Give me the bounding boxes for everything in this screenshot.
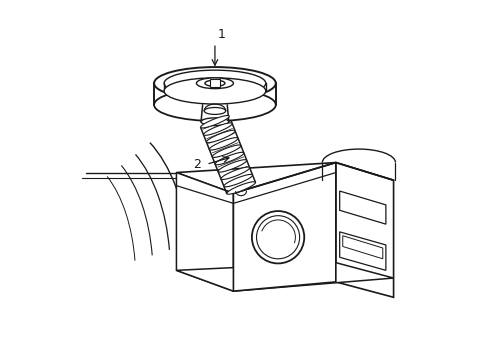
Ellipse shape xyxy=(205,80,225,86)
FancyBboxPatch shape xyxy=(210,80,220,87)
Polygon shape xyxy=(176,263,393,291)
Polygon shape xyxy=(233,163,336,291)
Polygon shape xyxy=(336,163,393,297)
Polygon shape xyxy=(343,236,383,259)
Ellipse shape xyxy=(154,89,276,121)
Polygon shape xyxy=(176,172,233,291)
Polygon shape xyxy=(340,232,386,270)
Ellipse shape xyxy=(164,70,266,96)
Text: 2: 2 xyxy=(193,158,201,171)
Text: 1: 1 xyxy=(218,28,226,41)
Ellipse shape xyxy=(252,211,304,264)
Ellipse shape xyxy=(203,123,232,135)
Ellipse shape xyxy=(227,182,255,194)
Polygon shape xyxy=(340,191,386,224)
Ellipse shape xyxy=(206,130,235,143)
Ellipse shape xyxy=(204,108,226,114)
Ellipse shape xyxy=(196,78,233,89)
Ellipse shape xyxy=(224,174,252,187)
Ellipse shape xyxy=(215,152,244,165)
Ellipse shape xyxy=(212,145,241,157)
Ellipse shape xyxy=(201,118,229,126)
Ellipse shape xyxy=(154,67,276,99)
Ellipse shape xyxy=(221,167,249,180)
Ellipse shape xyxy=(218,160,247,172)
Ellipse shape xyxy=(200,116,229,128)
Ellipse shape xyxy=(209,138,238,150)
Ellipse shape xyxy=(257,216,300,259)
Polygon shape xyxy=(176,163,393,193)
Ellipse shape xyxy=(164,78,266,104)
